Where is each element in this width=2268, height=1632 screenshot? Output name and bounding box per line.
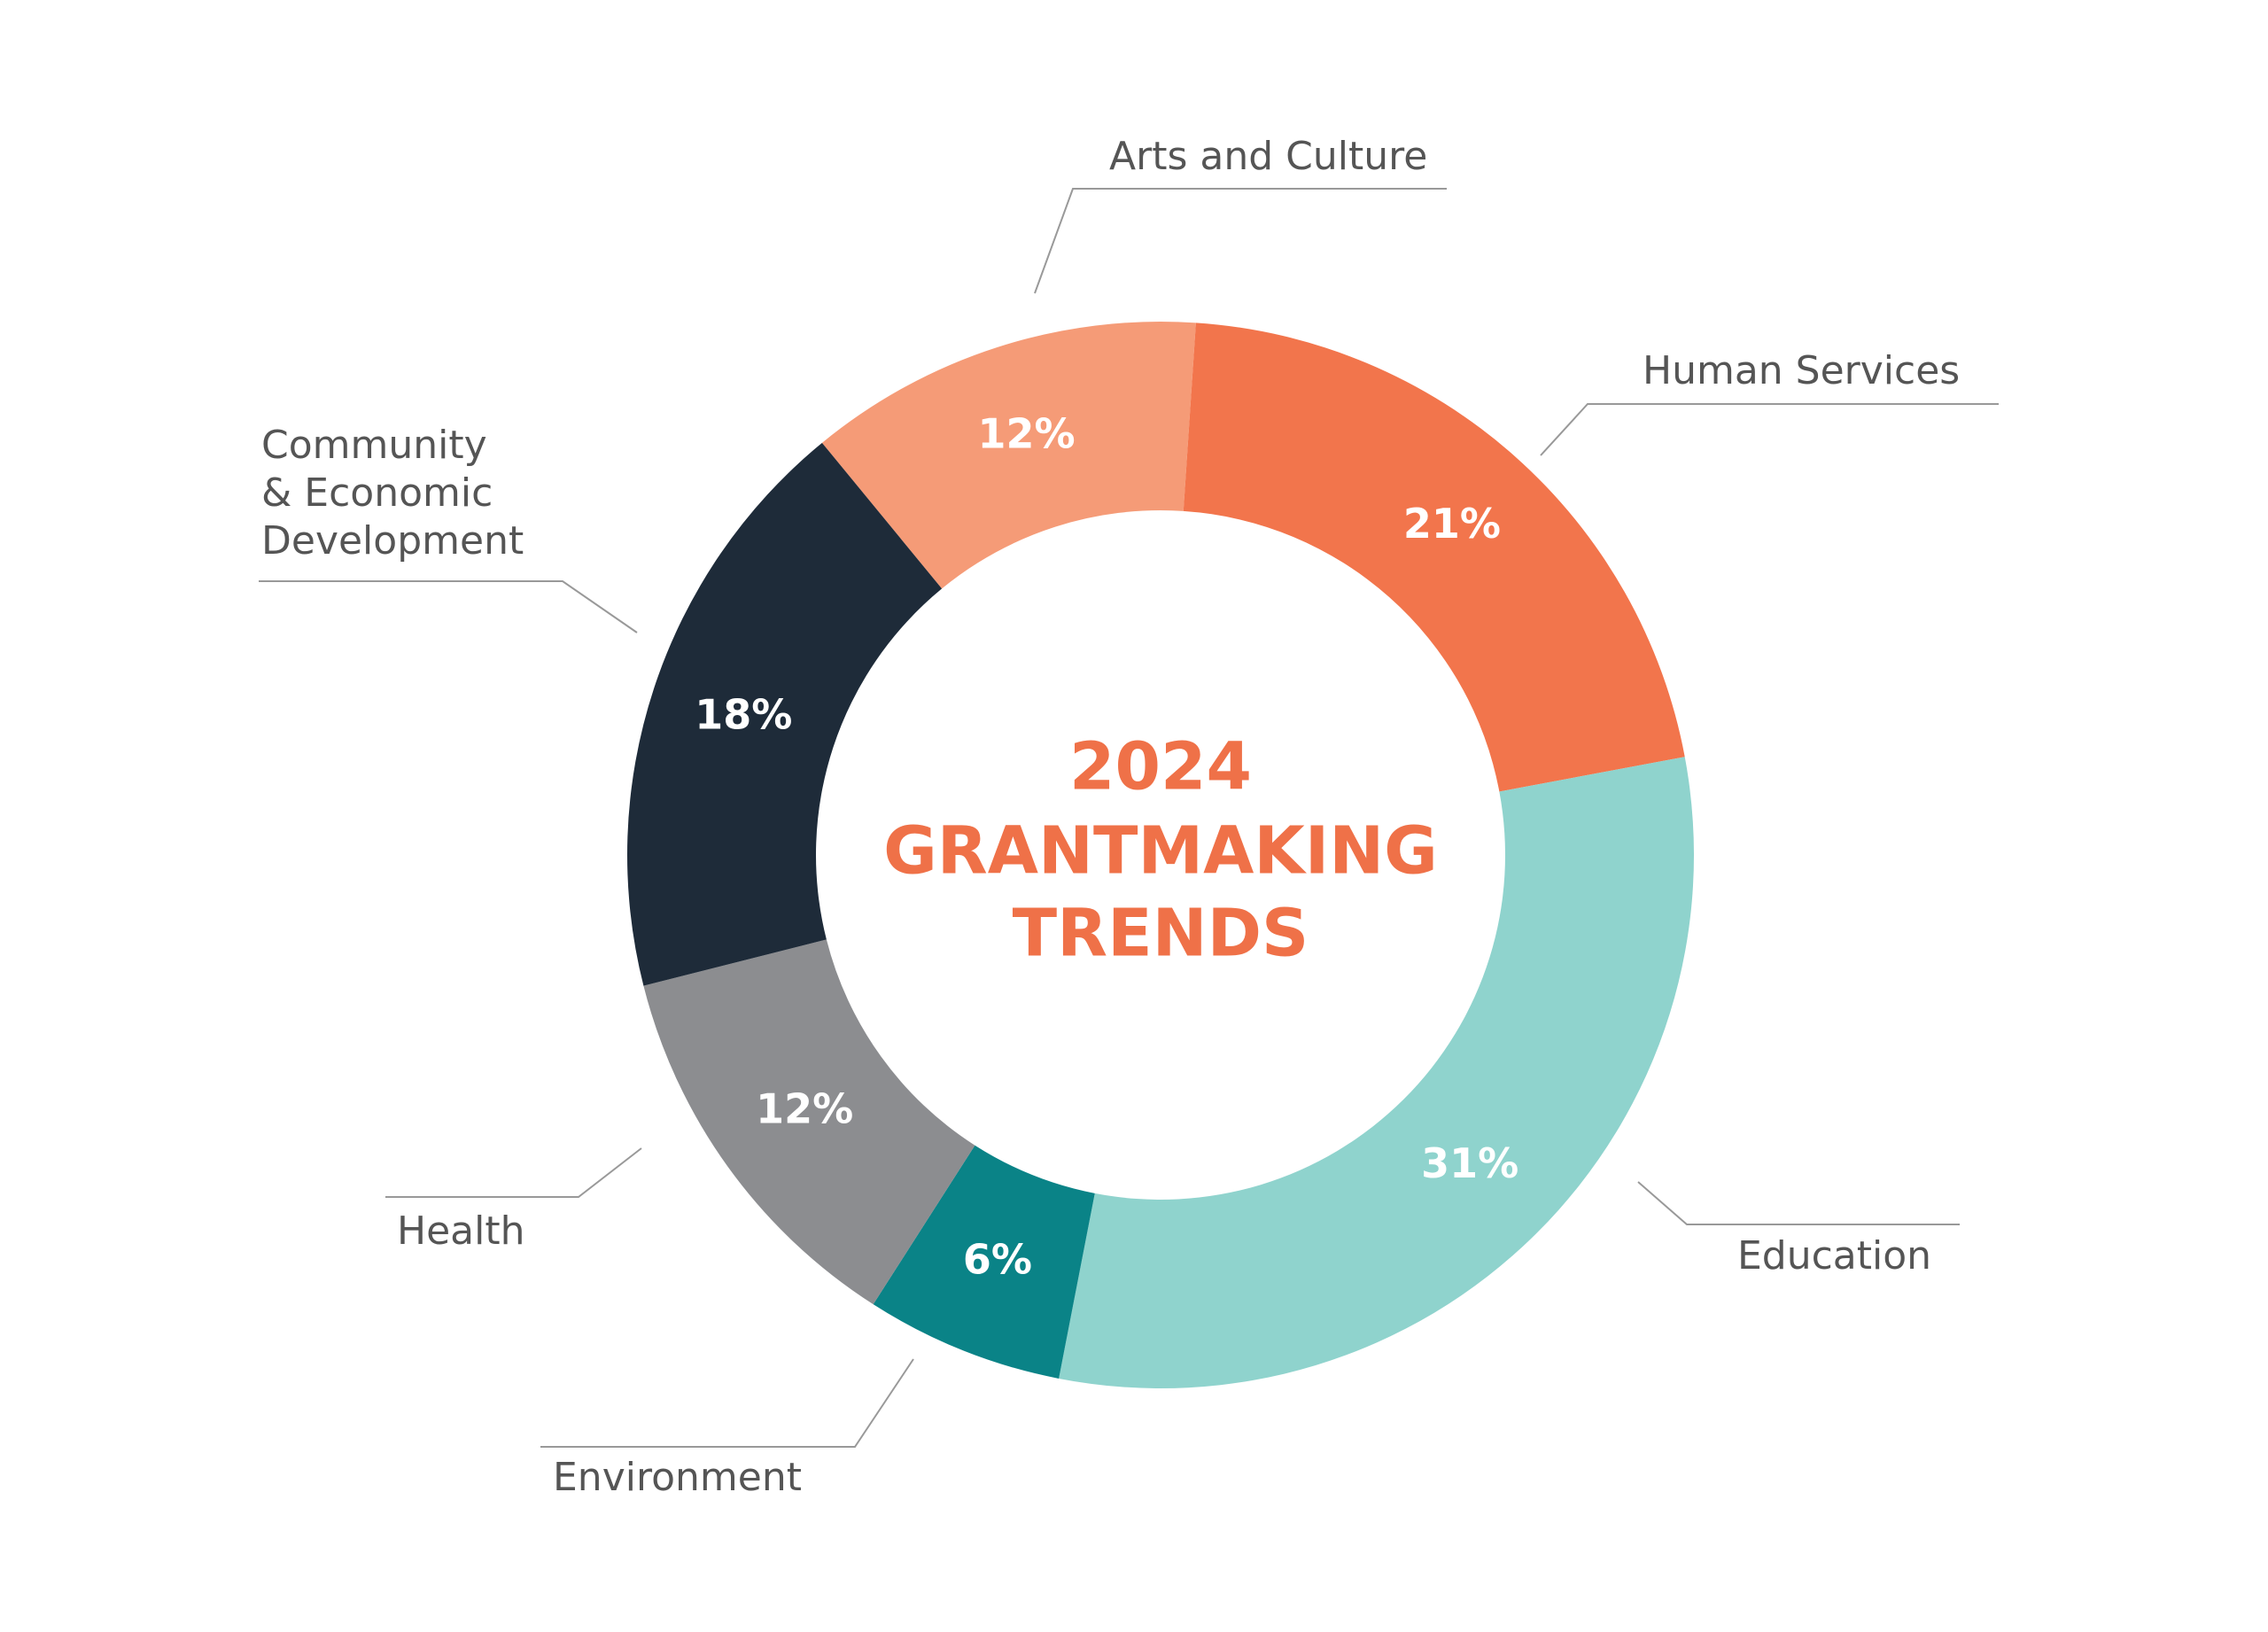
category-label: Human Services: [1643, 348, 1961, 393]
category-label: Health: [397, 1208, 525, 1254]
leader-line: [259, 580, 638, 633]
value-label: 31%: [1421, 1139, 1518, 1187]
category-label: Arts and Culture: [1109, 134, 1428, 179]
value-label: 6%: [963, 1236, 1032, 1284]
donut-segment: [873, 1145, 1095, 1379]
leader-line: [1637, 1181, 1960, 1225]
leader-line: [385, 1147, 642, 1198]
chart-title: TRENDS: [1013, 896, 1309, 972]
value-label: 21%: [1403, 500, 1501, 548]
chart-title: 2024: [1069, 729, 1252, 805]
donut-segment: [821, 322, 1196, 589]
donut-segment: [643, 939, 975, 1305]
category-label: Environment: [553, 1455, 802, 1500]
chart-title: GRANTMAKING: [883, 813, 1438, 890]
donut-segment: [1059, 757, 1694, 1388]
category-label: Community & Economic Development: [261, 423, 524, 563]
leader-line: [540, 1358, 914, 1448]
donut-segment: [1183, 323, 1685, 792]
leader-line: [1540, 403, 1999, 456]
value-label: 12%: [977, 410, 1075, 458]
value-label: 18%: [695, 691, 792, 739]
value-label: 12%: [756, 1084, 853, 1132]
leader-line: [1034, 188, 1447, 294]
donut-segment: [627, 442, 943, 986]
category-label: Education: [1737, 1233, 1932, 1278]
